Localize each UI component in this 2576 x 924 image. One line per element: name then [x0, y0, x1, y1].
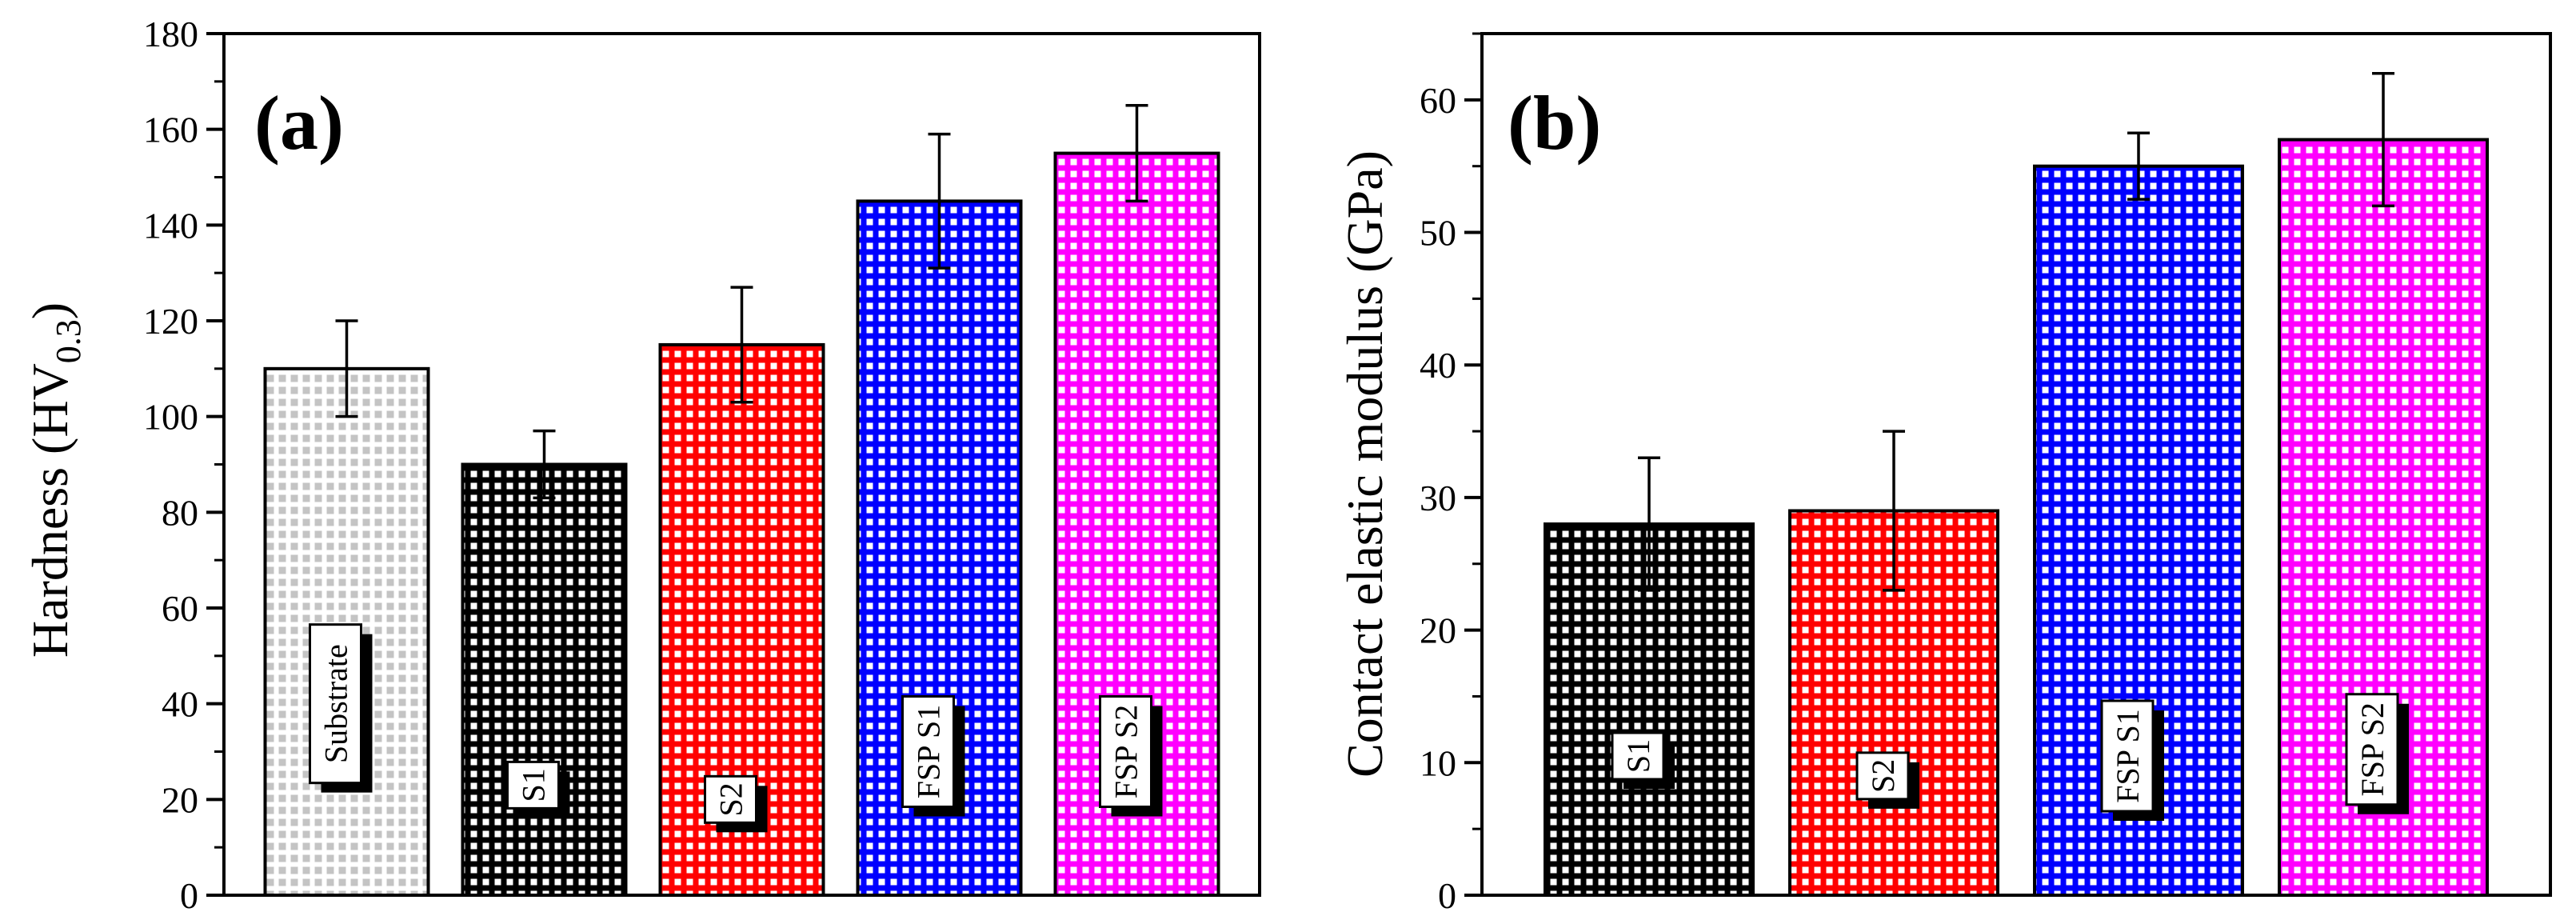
y-axis-ticks-a: 0 20 40 60 80 100 120 140 160 180 — [143, 14, 224, 916]
bars-b: S1 S2 FSP S1 FSP S2 — [1544, 71, 2489, 898]
y-tick-label-a-0: 0 — [180, 875, 198, 916]
y-tick-label-b-2: 20 — [1420, 610, 1456, 651]
bar-label-box — [2345, 693, 2399, 806]
y-tick-label-a-8: 160 — [143, 110, 198, 150]
bar-label-b-3: FSP S2 — [2345, 693, 2409, 814]
bar-label-text: FSP S1 — [911, 705, 947, 799]
bars-a: Substrate S1 S2 FSP S1 FSP S2 — [263, 104, 1220, 898]
bar-label-b-1: S2 — [1855, 751, 1919, 809]
y-tick-label-a-3: 60 — [162, 588, 198, 629]
bar-label-box — [1099, 695, 1152, 808]
y-axis-label-b: Contact elastic modulus (GPa) — [1336, 150, 1393, 778]
y-tick-label-a-5: 100 — [143, 397, 198, 438]
y-tick-label-b-1: 10 — [1420, 742, 1456, 783]
bar-label-text: S1 — [516, 768, 552, 802]
y-tick-label-a-2: 40 — [162, 684, 198, 725]
bar-label-text: Substrate — [318, 644, 354, 763]
y-tick-label-b-0: 0 — [1438, 875, 1456, 916]
bar-label-text: FSP S1 — [2110, 709, 2146, 803]
y-tick-label-a-4: 80 — [162, 492, 198, 533]
y-tick-label-a-6: 120 — [143, 301, 198, 342]
bar-label-a-4: FSP S2 — [1099, 695, 1163, 817]
panel-label-b: (b) — [1508, 80, 1601, 166]
bar-label-box — [1611, 731, 1665, 781]
bar-label-box — [704, 774, 757, 824]
y-tick-label-a-1: 20 — [162, 779, 198, 820]
plot-frame-a — [222, 32, 1261, 897]
y-tick-label-b-3: 30 — [1420, 478, 1456, 518]
y-tick-label-a-9: 180 — [143, 14, 198, 54]
bar-label-text: S2 — [713, 782, 749, 816]
bar-label-box — [506, 760, 560, 810]
bar-label-b-2: FSP S1 — [2100, 699, 2164, 822]
y-tick-label-b-5: 50 — [1420, 213, 1456, 254]
panel-label-a: (a) — [254, 80, 344, 166]
bar-label-text: FSP S2 — [2354, 702, 2390, 797]
y-tick-label-b-6: 60 — [1420, 80, 1456, 121]
bar-label-a-2: S2 — [704, 774, 768, 833]
bar-label-box — [309, 623, 362, 785]
bar-label-box — [2100, 699, 2155, 813]
bar-a-1 — [461, 462, 628, 897]
y-tick-label-a-7: 140 — [143, 205, 198, 246]
y-tick-label-b-4: 40 — [1420, 345, 1456, 386]
bar-label-a-0: Substrate — [309, 623, 373, 793]
modulus-chart: (b) Contact elastic modulus (GPa) 0 10 20 3… — [1336, 32, 2552, 916]
bar-label-a-1: S1 — [506, 760, 570, 818]
bar-label-text: S2 — [1865, 759, 1901, 793]
hardness-chart: (a) Hardness (HV0.3) 0 20 40 60 80 100 120 140 1… — [22, 14, 1261, 916]
y-axis-label-a: Hardness (HV0.3) — [22, 302, 88, 658]
y-axis-ticks-b: 0 10 20 30 40 50 60 — [1420, 32, 1482, 916]
bar-label-text: FSP S2 — [1108, 705, 1144, 799]
bar-label-b-0: S1 — [1611, 731, 1675, 790]
bar-label-a-3: FSP S1 — [901, 695, 965, 817]
bar-label-box — [1855, 751, 1910, 801]
bar-label-box — [901, 695, 955, 808]
bar-label-text: S1 — [1620, 739, 1656, 773]
plot-frame-b — [1480, 32, 2552, 897]
